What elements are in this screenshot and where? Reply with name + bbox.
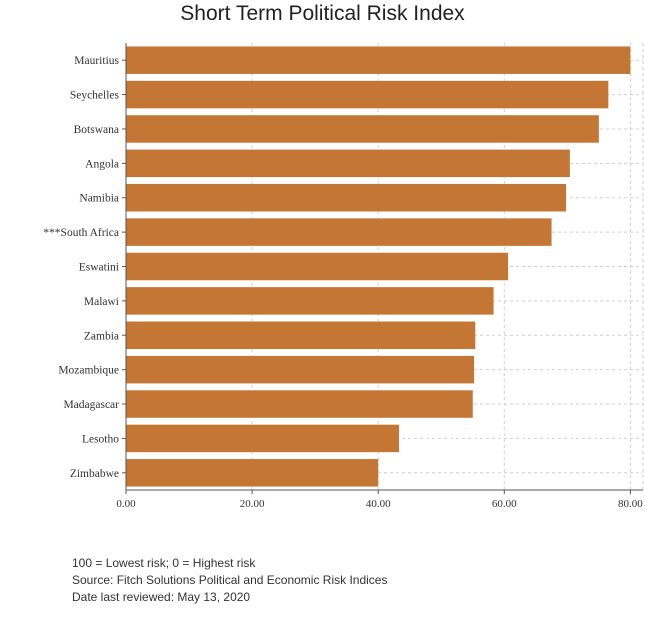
- category-label: Zimbabwe: [70, 468, 119, 480]
- x-tick-label: 80.00: [618, 498, 643, 510]
- bar: [126, 46, 631, 74]
- chart-title: Short Term Political Risk Index: [180, 2, 465, 25]
- x-tick-label: 60.00: [492, 498, 517, 510]
- category-label: ***South Africa: [43, 227, 119, 239]
- category-label: Botswana: [74, 124, 119, 136]
- bar: [126, 424, 400, 453]
- category-label: Angola: [85, 158, 119, 170]
- bar-chart: Mauritius Seychelles Botswana Angola Namibia…: [43, 43, 644, 510]
- bar: [126, 287, 494, 315]
- chart-notes: 100 = Lowest risk; 0 = Highest risk Sour…: [72, 555, 387, 606]
- x-tick-label: 20.00: [240, 498, 265, 510]
- source-note: Source: Fitch Solutions Political and Ec…: [72, 573, 388, 587]
- category-labels: Mauritius Seychelles Botswana Angola Namibia…: [43, 55, 119, 480]
- category-label: Mauritius: [74, 55, 119, 67]
- axes: [122, 43, 643, 494]
- reviewed-note: Date last reviewed: May 13, 2020: [72, 590, 251, 604]
- bars: [126, 46, 631, 487]
- bar: [126, 321, 476, 350]
- x-tick-label: 0.00: [116, 498, 136, 510]
- bar: [126, 149, 570, 178]
- scale-note: 100 = Lowest risk; 0 = Highest risk: [72, 556, 256, 570]
- tick-labels: 0.00 20.00 40.00 60.00 80.00: [116, 498, 643, 510]
- category-label: Zambia: [84, 330, 119, 342]
- bar: [126, 218, 552, 246]
- category-label: Eswatini: [79, 262, 119, 274]
- category-label: Seychelles: [70, 90, 120, 102]
- bar: [126, 355, 475, 384]
- bar: [126, 80, 609, 109]
- category-label: Madagascar: [63, 399, 119, 411]
- bar: [126, 183, 567, 212]
- bar: [126, 252, 509, 281]
- bar: [126, 390, 473, 418]
- category-label: Namibia: [79, 193, 119, 205]
- category-label: Lesotho: [82, 433, 119, 445]
- x-tick-label: 40.00: [366, 498, 391, 510]
- bar: [126, 115, 599, 143]
- category-label: Malawi: [84, 296, 119, 308]
- category-label: Mozambique: [58, 365, 119, 377]
- bar: [126, 459, 379, 487]
